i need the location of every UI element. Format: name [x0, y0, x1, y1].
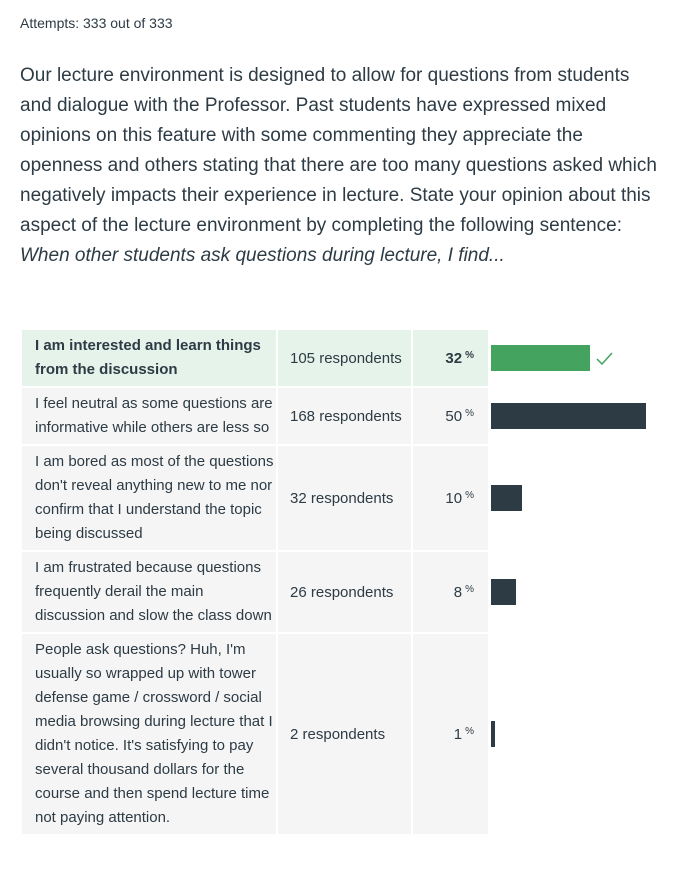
- answer-bar: [491, 579, 516, 605]
- answer-row: I am interested and learn things from th…: [22, 330, 661, 388]
- answer-bar: [491, 345, 590, 371]
- answer-label: I feel neutral as some questions are inf…: [22, 388, 278, 446]
- answer-bar: [491, 485, 522, 511]
- answer-percent: 1%: [413, 634, 488, 836]
- answer-respondents: 168 respondents: [278, 388, 413, 446]
- answer-percent: 10%: [413, 446, 488, 552]
- percent-symbol: %: [465, 407, 474, 419]
- answer-label: I am frustrated because questions freque…: [22, 552, 278, 634]
- percent-symbol: %: [465, 583, 474, 595]
- answer-respondents: 26 respondents: [278, 552, 413, 634]
- percent-value: 8: [453, 583, 463, 601]
- answer-respondents: 32 respondents: [278, 446, 413, 552]
- percent-symbol: %: [465, 489, 474, 501]
- answer-row: I am bored as most of the questions don'…: [22, 446, 661, 552]
- answer-label: I am interested and learn things from th…: [22, 330, 278, 388]
- answer-bar-cell: [488, 552, 661, 634]
- answer-bar-cell: [488, 446, 661, 552]
- attempts-count: Attempts: 333 out of 333: [20, 15, 173, 31]
- percent-symbol: %: [465, 725, 474, 737]
- question-prompt: When other students ask questions during…: [20, 245, 505, 266]
- question-body: Our lecture environment is designed to a…: [20, 65, 657, 236]
- answer-bar-cell: [488, 330, 661, 388]
- answer-row: I am frustrated because questions freque…: [22, 552, 661, 634]
- answer-percent: 8%: [413, 552, 488, 634]
- question-text: Our lecture environment is designed to a…: [20, 61, 660, 271]
- answer-percent: 32%: [413, 330, 488, 388]
- check-icon: [596, 352, 613, 366]
- answer-bar: [491, 403, 646, 429]
- answer-bar-cell: [488, 388, 661, 446]
- answer-label: People ask questions? Huh, I'm usually s…: [22, 634, 278, 836]
- percent-value: 32: [445, 349, 463, 367]
- percent-symbol: %: [465, 349, 474, 361]
- percent-value: 10: [445, 489, 463, 507]
- answer-percent: 50%: [413, 388, 488, 446]
- answer-results-table: I am interested and learn things from th…: [22, 330, 661, 836]
- answer-respondents: 2 respondents: [278, 634, 413, 836]
- percent-value: 50: [445, 407, 463, 425]
- percent-value: 1: [453, 725, 463, 743]
- answer-row: I feel neutral as some questions are inf…: [22, 388, 661, 446]
- answer-label: I am bored as most of the questions don'…: [22, 446, 278, 552]
- answer-bar-cell: [488, 634, 661, 836]
- answer-respondents: 105 respondents: [278, 330, 413, 388]
- answer-row: People ask questions? Huh, I'm usually s…: [22, 634, 661, 836]
- answer-bar: [491, 721, 495, 747]
